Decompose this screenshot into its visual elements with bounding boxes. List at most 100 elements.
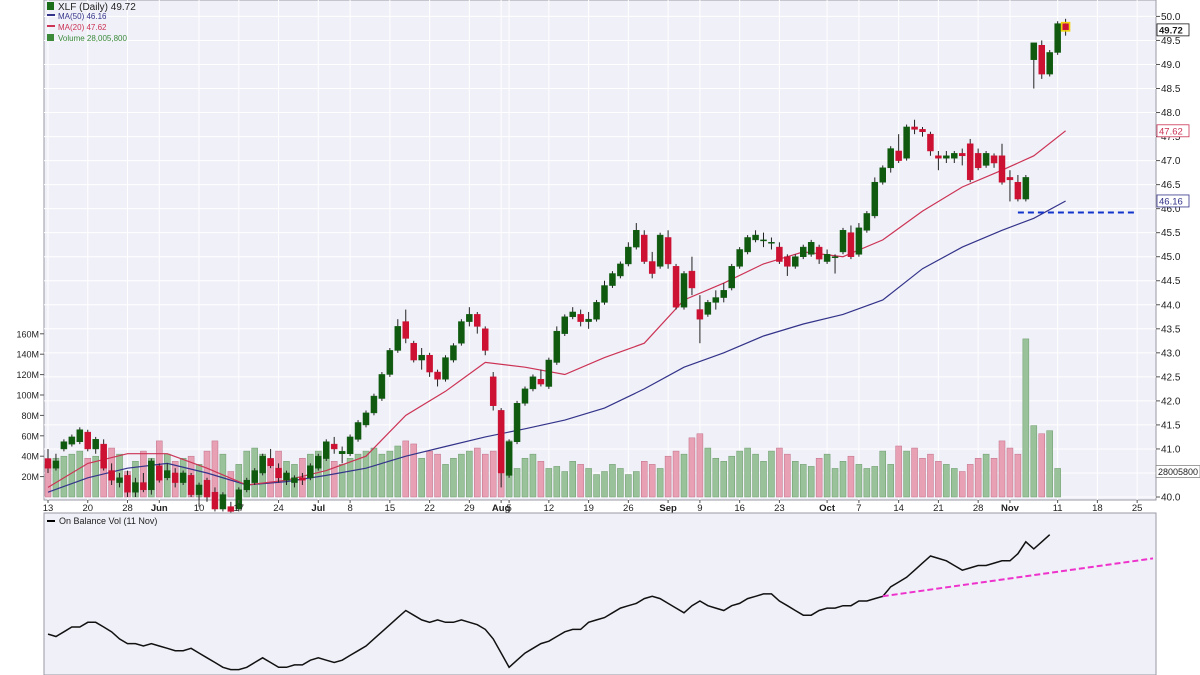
candle-body [140, 482, 147, 491]
candle-body [680, 273, 688, 308]
volume-bar [482, 453, 489, 498]
legend-swatch-volume [47, 34, 54, 41]
candle-body [315, 455, 322, 469]
price-tick-label: 43.5 [1161, 324, 1181, 335]
date-tick-label: Sep [659, 503, 677, 514]
candle-body [243, 479, 250, 491]
candle-body [982, 153, 990, 166]
volume-tick-label: 160M [16, 329, 39, 339]
candle-body [593, 302, 600, 320]
volume-bar [561, 471, 568, 498]
volume-bar [903, 450, 910, 498]
volume-bar [887, 464, 894, 498]
candle-body [44, 458, 52, 469]
candle-body [815, 246, 823, 260]
candle-body [124, 475, 131, 493]
candle-body [60, 441, 68, 450]
price-badge-label: 49.72 [1159, 25, 1183, 36]
candle-body [839, 230, 847, 253]
legend-ma20: MA(20) 47.62 [58, 23, 107, 32]
candle-body [267, 458, 274, 467]
volume-bar [545, 468, 553, 498]
volume-bar [330, 461, 338, 498]
candle-body [291, 477, 298, 483]
legend-symbol: XLF (Daily) 49.72 [58, 2, 136, 13]
volume-bar [68, 453, 76, 498]
volume-bar [1006, 447, 1014, 498]
candle-body [100, 443, 107, 469]
volume-bar [450, 457, 457, 498]
ma50-line [47, 200, 1066, 493]
volume-bar [323, 455, 330, 498]
candle-body [823, 254, 831, 262]
volume-badge [1155, 465, 1200, 478]
candle-body [569, 311, 576, 318]
candle-body [362, 412, 370, 426]
candle-body [132, 482, 139, 493]
candle-body [688, 270, 696, 289]
candle-body [744, 237, 751, 253]
volume-bar [354, 453, 362, 498]
candle-body [116, 477, 123, 483]
volume-bar [458, 453, 465, 498]
candle-body [52, 460, 60, 469]
volume-bar [243, 450, 250, 498]
volume-bar [951, 468, 958, 498]
date-tick-label: 9 [697, 503, 702, 514]
candle-body [959, 153, 966, 157]
volume-bar [768, 450, 775, 498]
date-tick-label: 11 [1053, 503, 1063, 514]
volume-bar [442, 464, 449, 498]
volume-bar [807, 466, 815, 498]
volume-bar [402, 440, 409, 498]
volume-badge-label: 28005800 [1158, 467, 1198, 477]
volume-bar [927, 453, 934, 498]
candle-body [577, 314, 584, 322]
volume-bar [966, 464, 974, 498]
price-tick-label: 44.5 [1161, 276, 1181, 287]
volume-bar [593, 474, 600, 498]
volume-bar [625, 474, 632, 498]
volume-tick-label: 80M [21, 411, 39, 421]
candle-body [720, 290, 727, 298]
candle-body [807, 242, 815, 255]
volume-bar [609, 464, 616, 498]
candle-body [338, 451, 346, 454]
candle-body [537, 379, 545, 385]
volume-bar [521, 457, 529, 498]
date-tick-label: 25 [1132, 503, 1143, 514]
candle-body [784, 256, 791, 267]
candle-body [943, 155, 950, 159]
volume-bar [1054, 468, 1061, 498]
candle-body [609, 273, 616, 286]
candle-body [171, 472, 179, 483]
candle-body [370, 395, 378, 414]
volume-bar [474, 447, 481, 498]
volume-bar [728, 455, 735, 498]
volume-bar [601, 471, 608, 498]
volume-bar [656, 468, 664, 498]
candle-body [235, 489, 243, 510]
candle-body [704, 302, 712, 315]
volume-bar [338, 464, 346, 498]
candle-body [521, 388, 529, 404]
candle-body [951, 153, 958, 159]
date-tick-label: 28 [973, 503, 984, 514]
candle-body [275, 467, 282, 479]
volume-bar [776, 447, 783, 498]
price-tick-label: 46.5 [1161, 180, 1181, 191]
candle-body [911, 126, 918, 130]
candle-body [800, 246, 807, 257]
volume-bar [974, 457, 982, 498]
candle-body [68, 436, 76, 445]
volume-bar [752, 453, 759, 498]
obv-trend-line [882, 557, 1154, 598]
volume-bar [823, 453, 831, 498]
price-tick-label: 44.0 [1161, 300, 1181, 311]
volume-bar [529, 453, 537, 498]
price-tick-label: 46.0 [1161, 204, 1181, 215]
candle-body [529, 376, 537, 390]
volume-tick-label: 100M [16, 391, 39, 401]
date-tick-label: 18 [1092, 503, 1103, 514]
